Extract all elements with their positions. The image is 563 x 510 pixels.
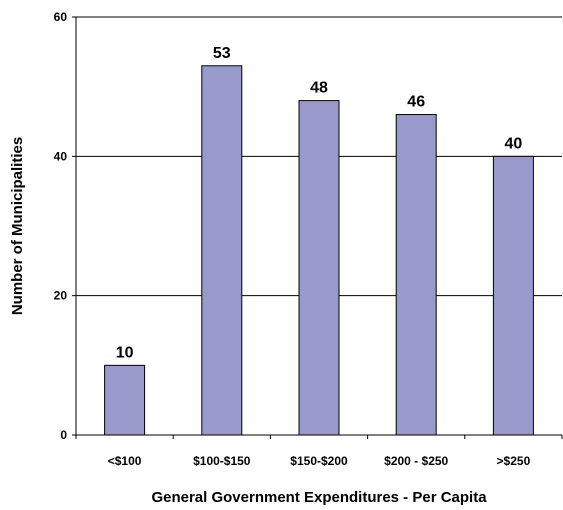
x-tick-labels: <$100 $100-$150 $150-$200 $200 - $250 >$250 <box>75 435 563 468</box>
y-tick-label: 60 <box>54 10 68 24</box>
x-axis-title: General Government Expenditures - Per Ca… <box>151 489 487 506</box>
bar <box>395 114 437 436</box>
data-labels: 10 53 48 46 40 <box>116 45 523 362</box>
y-tick-label: 40 <box>54 149 68 163</box>
y-tick-labels: 0 20 40 60 <box>54 10 76 442</box>
data-label: 40 <box>505 135 523 152</box>
y-tick-label: 20 <box>54 289 68 303</box>
x-tick-label: >$250 <box>497 454 531 468</box>
x-tick-label: $200 - $250 <box>384 454 448 468</box>
y-tick-label: 0 <box>60 428 67 442</box>
bar <box>492 155 534 436</box>
bars <box>104 65 534 436</box>
bar <box>201 65 243 436</box>
x-tick-label: $100-$150 <box>193 454 251 468</box>
y-axis-title: Number of Municipalities <box>9 137 26 315</box>
x-tick-label: <$100 <box>108 454 142 468</box>
x-tick-label: $150-$200 <box>290 454 348 468</box>
bar <box>104 364 146 436</box>
data-label: 10 <box>116 344 134 361</box>
data-label: 48 <box>310 80 328 97</box>
data-label: 46 <box>407 94 425 111</box>
bar <box>298 100 340 436</box>
data-label: 53 <box>213 45 231 62</box>
